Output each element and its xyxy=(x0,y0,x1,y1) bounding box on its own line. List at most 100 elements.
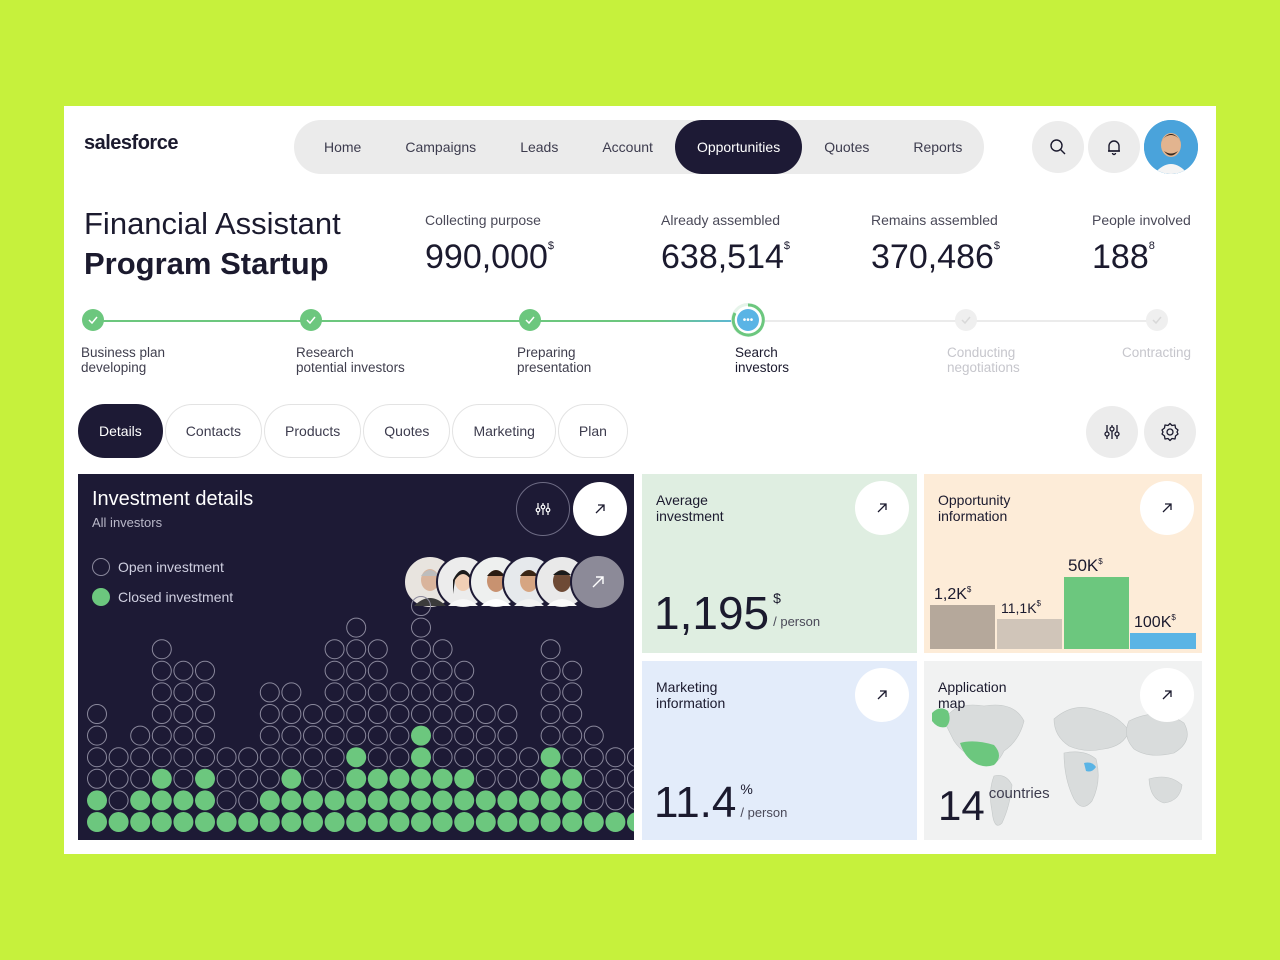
closed-investment-dot xyxy=(259,812,280,832)
investment-open-button[interactable] xyxy=(573,482,627,536)
search-button[interactable] xyxy=(1032,121,1084,173)
open-investment-dot xyxy=(151,704,172,724)
closed-investment-dot xyxy=(346,768,367,789)
open-investment-dot xyxy=(151,725,172,746)
closed-investment-dot xyxy=(411,812,431,832)
open-investment-dot xyxy=(238,790,259,811)
sliders-icon xyxy=(1104,425,1120,439)
opportunity-bar xyxy=(1064,577,1129,649)
opportunity-bar-label: 11,1K$ xyxy=(1001,599,1042,616)
legend-open-swatch xyxy=(92,558,110,576)
open-investment-dot xyxy=(173,660,194,681)
legend-closed-swatch xyxy=(92,588,110,606)
nav-account[interactable]: Account xyxy=(602,139,653,155)
open-investment-dot xyxy=(195,704,215,724)
investment-subtitle: All investors xyxy=(92,515,163,530)
open-investment-dot xyxy=(540,704,561,724)
open-investment-dot xyxy=(562,660,583,681)
settings-button[interactable] xyxy=(1144,406,1196,458)
tab-contacts[interactable]: Contacts xyxy=(164,404,263,458)
closed-investment-dot xyxy=(130,790,151,811)
legend-open-label: Open investment xyxy=(118,559,224,575)
nav-leads[interactable]: Leads xyxy=(520,139,559,155)
tab-details[interactable]: Details xyxy=(78,404,163,458)
open-investment-dot xyxy=(605,790,626,811)
open-investment-dot xyxy=(259,747,280,768)
tab-products[interactable]: Products xyxy=(264,404,362,458)
card-title: Average investment xyxy=(656,492,724,524)
step-label: Conducting negotiations xyxy=(947,345,1020,375)
open-investment-dot xyxy=(540,660,561,681)
open-investment-dot xyxy=(346,682,367,703)
gear-icon xyxy=(1161,422,1179,442)
nav-opportunities[interactable]: Opportunities xyxy=(674,120,803,174)
nav-campaigns[interactable]: Campaigns xyxy=(405,139,477,155)
open-investment-dot xyxy=(281,682,302,703)
open-investment-dot xyxy=(497,725,518,746)
open-investment-dot xyxy=(87,747,107,768)
open-investment-dot xyxy=(583,768,604,789)
stat-remains: Remains assembled 370,486$ xyxy=(871,212,1000,277)
stat-value: 638,514$ xyxy=(661,238,791,276)
arrow-up-right-icon xyxy=(877,503,887,513)
closed-investment-dot xyxy=(519,812,539,832)
open-investment-dot xyxy=(151,660,172,681)
step-current-icon: ••• xyxy=(731,303,765,337)
closed-investment-dot xyxy=(497,790,518,811)
average-open-button[interactable] xyxy=(855,481,909,535)
marketing-open-button[interactable] xyxy=(855,668,909,722)
open-investment-dot xyxy=(346,704,367,724)
open-investment-dot xyxy=(130,725,151,746)
open-investment-dot xyxy=(367,682,388,703)
open-investment-dot xyxy=(497,768,518,789)
open-investment-dot xyxy=(367,660,388,681)
open-investment-dot xyxy=(195,682,215,703)
open-investment-dot xyxy=(583,725,604,746)
open-investment-dot xyxy=(173,725,194,746)
app-window: salesforce Home Campaigns Leads Account … xyxy=(64,106,1216,854)
map-open-button[interactable] xyxy=(1140,668,1194,722)
nav-reports[interactable]: Reports xyxy=(913,139,963,155)
closed-investment-dot xyxy=(497,812,518,832)
investment-title: Investment details xyxy=(92,488,254,510)
brand-logo[interactable]: salesforce xyxy=(84,132,178,154)
open-investment-dot xyxy=(173,768,194,789)
investment-filter-button[interactable] xyxy=(516,482,570,536)
open-investment-dot xyxy=(346,617,367,638)
opportunity-bar-label: 1,2K$ xyxy=(934,585,972,603)
open-investment-dot xyxy=(303,725,323,746)
more-investors-button[interactable] xyxy=(570,554,626,610)
closed-investment-dot xyxy=(195,768,215,789)
nav-home[interactable]: Home xyxy=(324,139,362,155)
closed-investment-dot xyxy=(367,790,388,811)
closed-investment-dot xyxy=(151,812,172,832)
step-label: Research potential investors xyxy=(296,345,405,375)
closed-investment-dot xyxy=(454,812,475,832)
closed-investment-dot xyxy=(367,768,388,789)
tab-marketing[interactable]: Marketing xyxy=(452,404,556,458)
closed-investment-dot xyxy=(151,790,172,811)
arrow-up-right-icon xyxy=(1162,690,1172,700)
closed-investment-dot xyxy=(540,812,561,832)
open-investment-dot xyxy=(151,639,172,660)
tab-quotes[interactable]: Quotes xyxy=(363,404,451,458)
open-investment-dot xyxy=(432,747,453,768)
user-avatar[interactable] xyxy=(1144,120,1198,174)
closed-investment-dot xyxy=(281,768,302,789)
open-investment-dot xyxy=(303,704,323,724)
tab-plan[interactable]: Plan xyxy=(557,404,628,458)
closed-investment-dot xyxy=(389,768,410,789)
notifications-button[interactable] xyxy=(1088,121,1140,173)
open-investment-dot xyxy=(411,704,431,724)
closed-investment-dot xyxy=(108,812,129,832)
open-investment-dot xyxy=(562,704,583,724)
filter-button[interactable] xyxy=(1086,406,1138,458)
opportunity-open-button[interactable] xyxy=(1140,481,1194,535)
closed-investment-dot xyxy=(411,768,431,789)
open-investment-dot xyxy=(432,639,453,660)
investor-avatars[interactable] xyxy=(402,554,632,610)
open-investment-dot xyxy=(173,747,194,768)
nav-quotes[interactable]: Quotes xyxy=(824,139,870,155)
stat-label: Already assembled xyxy=(661,212,781,228)
open-investment-dot xyxy=(216,768,237,789)
